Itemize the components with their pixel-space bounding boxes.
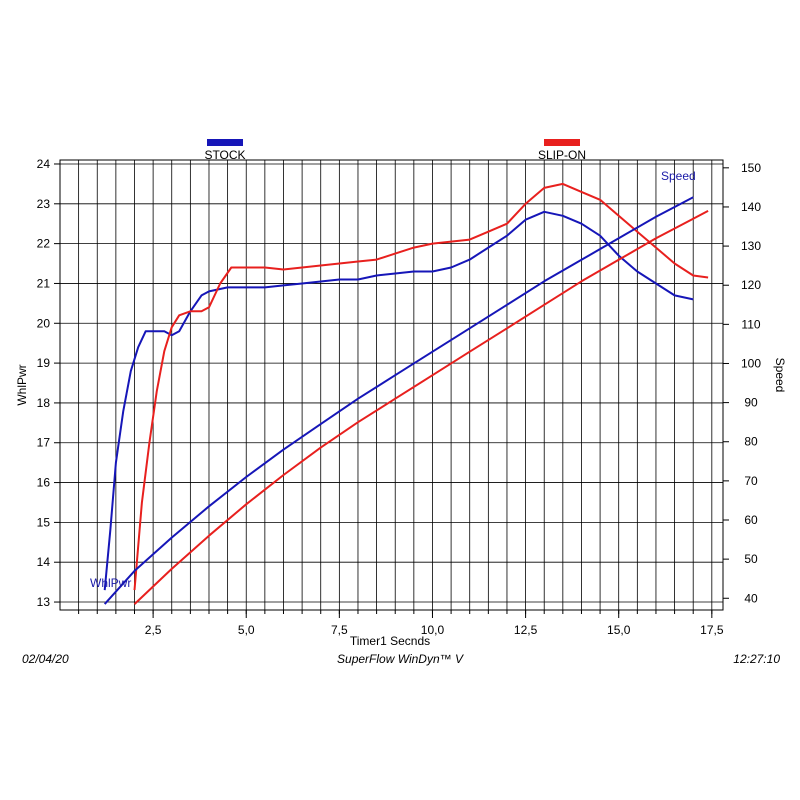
footer-date: 02/04/20 [22, 652, 69, 666]
y-right-tick-label: 100 [741, 356, 761, 370]
x-tick-label: 12,5 [514, 623, 538, 637]
y-left-tick-label: 17 [37, 436, 51, 450]
axis-ticks: 13 14 15 16 17 18 19 20 21 22 23 24 40 50 60 70 80 90 100 1… [37, 157, 762, 637]
legend: STOCK SLIP-ON [204, 139, 586, 162]
footer-software: SuperFlow WinDyn™ V [337, 652, 463, 666]
y-left-tick-label: 23 [37, 197, 51, 211]
y-right-axis-label: Speed [773, 358, 787, 393]
x-tick-label: 7,5 [331, 623, 348, 637]
y-left-tick-label: 18 [37, 396, 51, 410]
x-axis-label: Timer1 Secnds [350, 634, 430, 648]
y-left-tick-label: 21 [37, 276, 51, 290]
axis-labels: Timer1 Secnds WhlPwr Speed [15, 358, 787, 648]
y-right-tick-label: 150 [741, 161, 761, 175]
legend-swatch-stock [207, 139, 243, 146]
series-lines [103, 182, 709, 605]
y-left-axis-label: WhlPwr [15, 364, 29, 405]
stock-speed-line [103, 196, 694, 605]
y-left-tick-label: 22 [37, 237, 51, 251]
x-tick-label: 5,0 [238, 623, 255, 637]
y-left-tick-label: 15 [37, 515, 51, 529]
slip-on-speed-line [133, 210, 709, 605]
y-right-tick-label: 130 [741, 239, 761, 253]
y-left-tick-label: 24 [37, 157, 51, 171]
y-left-tick-label: 19 [37, 356, 51, 370]
x-tick-label: 15,0 [607, 623, 631, 637]
y-right-tick-label: 80 [744, 435, 758, 449]
y-right-tick-label: 50 [744, 552, 758, 566]
y-right-tick-label: 40 [744, 591, 758, 605]
y-left-tick-label: 16 [37, 476, 51, 490]
legend-label-stock: STOCK [204, 148, 245, 162]
y-left-tick-label: 14 [37, 555, 51, 569]
plot-grid [60, 160, 723, 610]
y-right-tick-label: 90 [744, 396, 758, 410]
y-right-tick-label: 140 [741, 200, 761, 214]
x-tick-label: 10,0 [421, 623, 445, 637]
plot-frame [59, 159, 724, 611]
y-left-tick-label: 20 [37, 316, 51, 330]
whlpwr-annotation: WhlPwr [90, 576, 131, 590]
y-right-tick-label: 70 [744, 474, 758, 488]
legend-label-slip-on: SLIP-ON [538, 148, 586, 162]
footer-time: 12:27:10 [733, 652, 780, 666]
y-left-tick-label: 13 [37, 595, 51, 609]
annotations: WhlPwr Speed [90, 169, 696, 590]
speed-annotation: Speed [661, 169, 696, 183]
y-right-tick-label: 60 [744, 513, 758, 527]
legend-swatch-slip-on [544, 139, 580, 146]
x-tick-label: 17,5 [700, 623, 724, 637]
y-right-tick-label: 110 [741, 317, 760, 331]
stock-whlpwr-line [103, 210, 694, 591]
x-tick-label: 2,5 [145, 623, 162, 637]
slip-on-whlpwr-line [133, 182, 709, 591]
y-right-tick-label: 120 [741, 278, 761, 292]
